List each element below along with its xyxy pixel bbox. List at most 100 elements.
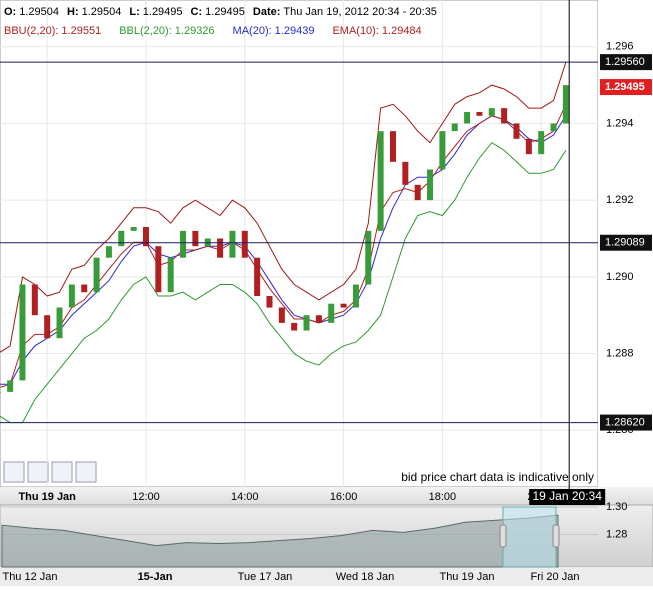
nav-date: Wed 18 Jan: [336, 571, 395, 583]
candle: [476, 111, 483, 116]
candle: [68, 284, 75, 308]
tool-button[interactable]: [75, 461, 97, 483]
candle: [439, 131, 446, 170]
nav-window[interactable]: [502, 506, 557, 568]
y-tick-label: 1.294: [606, 117, 634, 129]
indicator-line: [0, 104, 567, 388]
cursor-box: [529, 489, 606, 505]
header-value: 1.29495: [143, 6, 183, 18]
x-tick-label: 12:00: [132, 491, 160, 503]
navigator-axis: [0, 567, 653, 586]
legend-value: 1.29484: [382, 25, 422, 37]
level-box: [600, 414, 652, 431]
header-value: 1.29504: [19, 6, 59, 18]
candle: [254, 257, 261, 297]
header-value: 1.29495: [205, 6, 245, 18]
last-price-label: 1.29495: [605, 81, 645, 93]
tool-buttons: [3, 461, 97, 483]
candle: [340, 303, 347, 308]
candle: [501, 108, 508, 124]
plot: [0, 0, 598, 487]
header-label: L:: [129, 6, 139, 18]
candle: [44, 315, 51, 339]
header-label: C:: [191, 6, 203, 18]
candle: [180, 230, 187, 258]
legend-name: MA(20):: [233, 25, 272, 37]
header-label: Date:: [253, 6, 281, 18]
y-tick-label: 1.292: [606, 194, 634, 206]
candle: [562, 85, 569, 124]
candle: [241, 230, 248, 258]
cursor-label: 19 Jan 20:34: [532, 489, 602, 503]
candle: [389, 131, 396, 162]
nav-date: Thu 12 Jan: [2, 571, 57, 583]
legend-name: BBL(2,20):: [119, 25, 172, 37]
last-price-box: [600, 79, 652, 96]
nav-handle[interactable]: [552, 524, 560, 548]
tool-button[interactable]: [51, 461, 73, 483]
legend-name: BBU(2,20):: [4, 25, 58, 37]
level-label: 1.29560: [605, 56, 645, 68]
x-tick-label: Thu 19 Jan: [18, 491, 76, 503]
header-value: Thu Jan 19, 2012 20:34 - 20:35: [283, 6, 437, 18]
candle: [0, 391, 1, 393]
legend-value: 1.29326: [175, 25, 215, 37]
candle: [538, 131, 545, 155]
candle: [427, 169, 434, 201]
candle: [377, 131, 384, 231]
time-axis: [0, 487, 653, 505]
candle: [303, 315, 310, 331]
y-tick-label: 1.296: [606, 41, 634, 53]
nav-date: Fri 20 Jan: [531, 571, 580, 583]
candle: [7, 380, 14, 392]
header-label: O:: [4, 6, 16, 18]
x-tick-label: 14:00: [231, 491, 259, 503]
candle: [105, 246, 112, 258]
candle: [266, 296, 273, 308]
candle: [315, 315, 322, 323]
plot-area: [0, 0, 599, 488]
candle: [192, 230, 199, 247]
candle: [352, 284, 359, 308]
candle: [464, 111, 471, 124]
x-tick-label: 16:00: [330, 491, 358, 503]
nav-date: Thu 19 Jan: [439, 571, 494, 583]
nav-handle[interactable]: [499, 524, 507, 548]
tool-button[interactable]: [3, 461, 25, 483]
candle: [19, 284, 26, 381]
header-value: 1.29504: [82, 6, 122, 18]
candle: [414, 184, 421, 201]
candle: [130, 227, 137, 231]
candle: [81, 284, 88, 293]
disclaimer: bid price chart data is indicative only: [401, 470, 594, 484]
candle: [31, 284, 38, 316]
nav-date: Tue 17 Jan: [238, 571, 293, 583]
candle: [365, 230, 372, 285]
candle: [488, 108, 495, 116]
level-box: [600, 54, 652, 71]
candle: [550, 123, 557, 132]
candle: [451, 123, 458, 132]
tool-button[interactable]: [27, 461, 49, 483]
candle: [142, 227, 149, 247]
legend-value: 1.29439: [275, 25, 315, 37]
candle: [167, 257, 174, 293]
candle: [93, 257, 100, 293]
candle: [229, 230, 236, 258]
y-tick-label: 1.288: [606, 347, 634, 359]
header-label: H:: [67, 6, 79, 18]
indicator-line: [0, 141, 567, 424]
candle: [278, 307, 285, 323]
level-label: 1.29089: [605, 237, 645, 249]
candle: [525, 138, 532, 155]
indicator-line: [0, 115, 567, 385]
y-tick-label: 1.290: [606, 271, 634, 283]
nav-tick-label: 1.30: [606, 501, 627, 513]
x-tick-label: 18:00: [429, 491, 457, 503]
candle: [328, 303, 335, 323]
candle: [56, 307, 63, 339]
nav-date: 15-Jan: [138, 571, 173, 583]
candle: [217, 238, 224, 258]
level-label: 1.28620: [605, 416, 645, 428]
